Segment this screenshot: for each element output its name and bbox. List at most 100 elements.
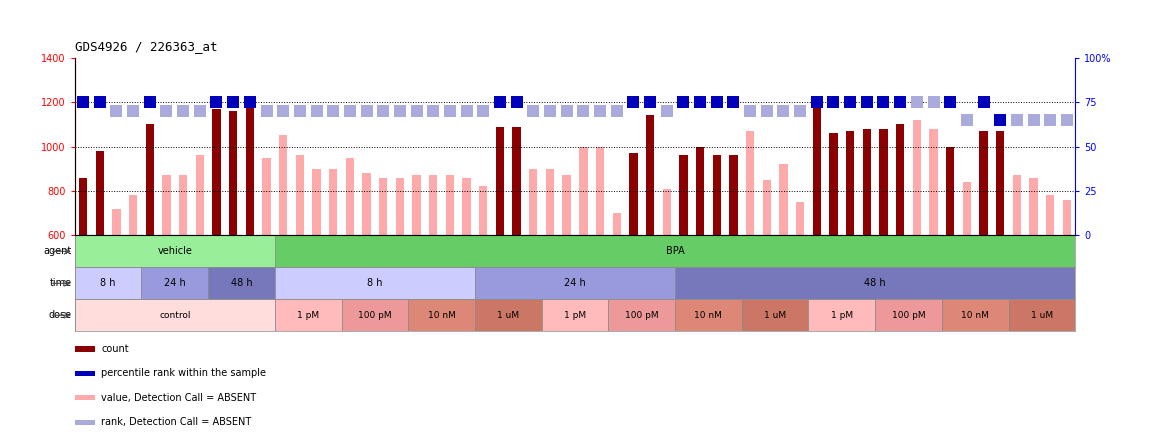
Bar [342,299,408,331]
Bar [1063,200,1071,235]
Bar [208,267,275,299]
Bar [380,178,388,235]
Text: 24 h: 24 h [565,278,585,288]
Bar [79,178,87,235]
Bar [296,155,304,235]
Text: 1 uM: 1 uM [1030,311,1053,320]
Text: time: time [49,278,71,288]
Bar [542,299,608,331]
Bar [946,147,954,235]
Text: value, Detection Call = ABSENT: value, Detection Call = ABSENT [101,393,256,403]
Bar [275,267,475,299]
Bar [1013,175,1021,235]
Bar [862,129,871,235]
Bar [1029,178,1037,235]
Bar [675,267,1075,299]
Bar [1009,299,1075,331]
Bar [913,120,921,235]
Bar [75,299,275,331]
Bar [875,299,942,331]
Bar [480,186,488,235]
Bar [346,158,354,235]
Text: vehicle: vehicle [158,246,192,256]
Bar [1046,195,1055,235]
Text: 1 pM: 1 pM [564,311,586,320]
Text: 100 pM: 100 pM [891,311,926,320]
Bar [608,299,675,331]
Text: 10 nM: 10 nM [695,311,722,320]
Text: 1 pM: 1 pM [297,311,320,320]
Bar [529,169,537,235]
Text: 48 h: 48 h [231,278,252,288]
Bar [213,109,221,235]
Bar [596,147,604,235]
Bar [746,131,754,235]
Text: 8 h: 8 h [367,278,383,288]
Text: GDS4926 / 226363_at: GDS4926 / 226363_at [75,40,217,53]
Text: 48 h: 48 h [865,278,886,288]
Bar [129,195,137,235]
Text: 100 pM: 100 pM [358,311,392,320]
Bar [462,178,470,235]
Bar [196,155,204,235]
Bar [963,182,971,235]
Bar [546,169,554,235]
Bar [896,124,904,235]
Bar [846,131,854,235]
Bar [562,175,570,235]
Text: control: control [159,311,191,320]
Bar [796,202,804,235]
Bar [680,155,688,235]
Bar [742,299,808,331]
Bar [808,299,875,331]
Bar [729,155,737,235]
Bar [496,127,504,235]
Bar [829,133,837,235]
Bar [162,175,170,235]
Text: 1 uM: 1 uM [497,311,520,320]
Bar [942,299,1009,331]
Bar [279,135,288,235]
Bar [429,175,437,235]
Bar [362,173,370,235]
Bar [880,129,888,235]
Bar [229,111,237,235]
Bar [75,235,275,267]
Bar [580,147,588,235]
Bar [95,151,104,235]
Bar [146,124,154,235]
Bar [408,299,475,331]
Bar [246,98,254,235]
Bar [613,213,621,235]
Bar [662,189,670,235]
Text: agent: agent [44,246,71,256]
Bar [762,180,770,235]
Bar [313,169,321,235]
Bar [475,299,542,331]
Bar [696,147,704,235]
Bar [813,104,821,235]
Text: 100 pM: 100 pM [624,311,659,320]
Bar [75,267,141,299]
Bar [446,175,454,235]
Bar [179,175,187,235]
Bar [141,267,208,299]
Bar [996,131,1004,235]
Text: 8 h: 8 h [100,278,116,288]
Bar [275,235,1075,267]
Text: percentile rank within the sample: percentile rank within the sample [101,369,266,378]
Text: 1 pM: 1 pM [830,311,853,320]
Bar [413,175,421,235]
Text: count: count [101,344,129,354]
Bar [262,158,270,235]
Bar [929,129,937,235]
Bar [275,299,342,331]
Bar [629,153,637,235]
Bar [646,115,654,235]
Bar [980,131,988,235]
Bar [713,155,721,235]
Bar [513,127,521,235]
Text: 24 h: 24 h [164,278,185,288]
Bar [396,178,404,235]
Bar [113,209,121,235]
